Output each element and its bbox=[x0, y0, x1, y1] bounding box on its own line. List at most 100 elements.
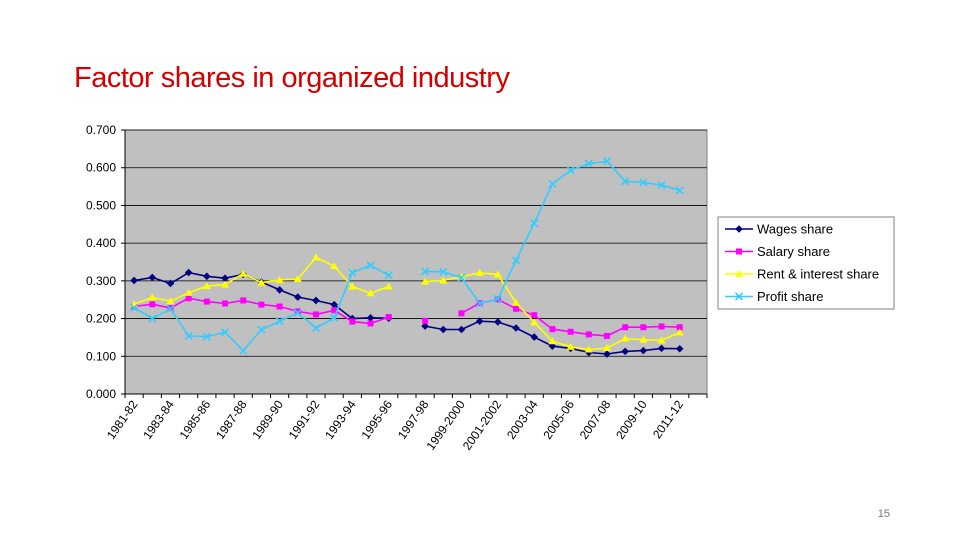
data-point bbox=[184, 268, 193, 277]
data-point bbox=[736, 248, 742, 255]
data-point bbox=[166, 297, 175, 305]
y-tick-label: 0.200 bbox=[86, 312, 116, 326]
data-point bbox=[294, 308, 301, 315]
plot-area bbox=[124, 129, 708, 395]
x-tick-label: 2005-06 bbox=[540, 397, 577, 441]
x-tick-label: 2011-12 bbox=[650, 397, 686, 441]
x-tick-label: 1985-86 bbox=[177, 397, 214, 441]
data-point bbox=[603, 332, 610, 339]
data-point bbox=[439, 325, 448, 334]
legend-item: Wages share bbox=[725, 222, 833, 237]
x-tick-label: 1993-94 bbox=[322, 397, 359, 441]
data-point bbox=[385, 314, 392, 321]
data-point bbox=[494, 318, 502, 326]
data-point bbox=[185, 295, 192, 302]
data-point bbox=[422, 317, 429, 324]
data-point bbox=[148, 314, 157, 323]
data-point bbox=[221, 274, 229, 283]
data-point bbox=[458, 310, 465, 317]
data-point bbox=[735, 270, 743, 277]
data-point bbox=[658, 323, 665, 330]
data-point bbox=[166, 304, 175, 313]
data-point bbox=[148, 293, 157, 301]
x-tick-label: 2007-08 bbox=[577, 397, 614, 441]
data-point bbox=[275, 276, 284, 284]
data-point bbox=[493, 294, 502, 304]
data-point bbox=[366, 314, 375, 322]
series-profit-share bbox=[130, 157, 684, 355]
data-point bbox=[548, 337, 557, 345]
data-point bbox=[330, 313, 339, 322]
data-point bbox=[184, 288, 193, 296]
data-point bbox=[621, 177, 630, 186]
data-point bbox=[149, 301, 156, 308]
data-point bbox=[366, 261, 375, 270]
y-tick-label: 0.000 bbox=[86, 387, 116, 401]
x-tick-label: 1987-88 bbox=[213, 397, 250, 441]
data-point bbox=[566, 342, 575, 350]
data-point bbox=[676, 324, 683, 331]
series-rent-interest-share bbox=[130, 253, 684, 353]
legend-item: Salary share bbox=[725, 244, 830, 259]
data-point bbox=[130, 303, 139, 312]
x-axis-group: 1981-82 1983-84 1985-86 1987-88 1989-90 1991-… bbox=[104, 393, 708, 453]
data-point bbox=[293, 293, 302, 301]
x-tick-label: 1989-90 bbox=[249, 397, 286, 441]
data-point bbox=[549, 326, 556, 333]
data-point bbox=[202, 282, 211, 290]
data-point bbox=[621, 347, 629, 356]
data-point bbox=[239, 269, 248, 277]
data-point bbox=[584, 159, 593, 168]
chart-legend: Wages share Salary share Rent & interest s… bbox=[717, 216, 895, 310]
data-point bbox=[640, 324, 647, 331]
data-point bbox=[734, 292, 744, 301]
data-point bbox=[621, 334, 630, 342]
data-point bbox=[475, 317, 484, 326]
legend-label: Profit share bbox=[757, 289, 823, 304]
data-point bbox=[311, 253, 320, 261]
data-point bbox=[735, 225, 743, 233]
data-point bbox=[222, 300, 229, 307]
x-tick-label: 2009-10 bbox=[613, 397, 650, 441]
data-point bbox=[548, 342, 557, 350]
x-tick-label: 1997-98 bbox=[395, 397, 432, 441]
data-point bbox=[513, 305, 520, 312]
y-tick-label: 0.500 bbox=[86, 198, 116, 212]
data-point bbox=[421, 267, 430, 276]
data-point bbox=[221, 280, 230, 288]
data-point bbox=[657, 336, 666, 344]
plot-area-group bbox=[124, 129, 708, 395]
data-point bbox=[366, 289, 375, 297]
data-point bbox=[584, 345, 593, 353]
data-point bbox=[349, 318, 356, 325]
y-tick-label: 0.700 bbox=[86, 123, 116, 137]
data-point bbox=[257, 325, 266, 334]
data-point bbox=[548, 179, 557, 188]
data-point bbox=[312, 311, 319, 318]
data-point bbox=[257, 278, 266, 286]
data-point bbox=[240, 297, 247, 304]
data-point bbox=[567, 328, 574, 335]
data-point bbox=[203, 272, 211, 281]
data-point bbox=[602, 157, 612, 166]
series-group bbox=[130, 157, 684, 358]
page-number: 15 bbox=[877, 508, 890, 520]
data-point bbox=[202, 332, 211, 341]
data-point bbox=[348, 268, 357, 277]
data-point bbox=[585, 331, 592, 338]
data-point bbox=[166, 279, 175, 288]
data-point bbox=[421, 277, 430, 285]
data-point bbox=[530, 219, 539, 228]
data-point bbox=[675, 328, 684, 336]
data-point bbox=[148, 273, 157, 282]
data-point bbox=[367, 320, 374, 327]
legend-label: Wages share bbox=[757, 222, 833, 237]
data-point bbox=[675, 186, 684, 195]
data-point bbox=[311, 323, 321, 333]
x-tick-label: 1991-92 bbox=[286, 397, 323, 441]
data-point bbox=[439, 276, 448, 284]
data-point bbox=[348, 282, 357, 290]
data-point bbox=[675, 344, 684, 353]
data-point bbox=[475, 268, 484, 276]
